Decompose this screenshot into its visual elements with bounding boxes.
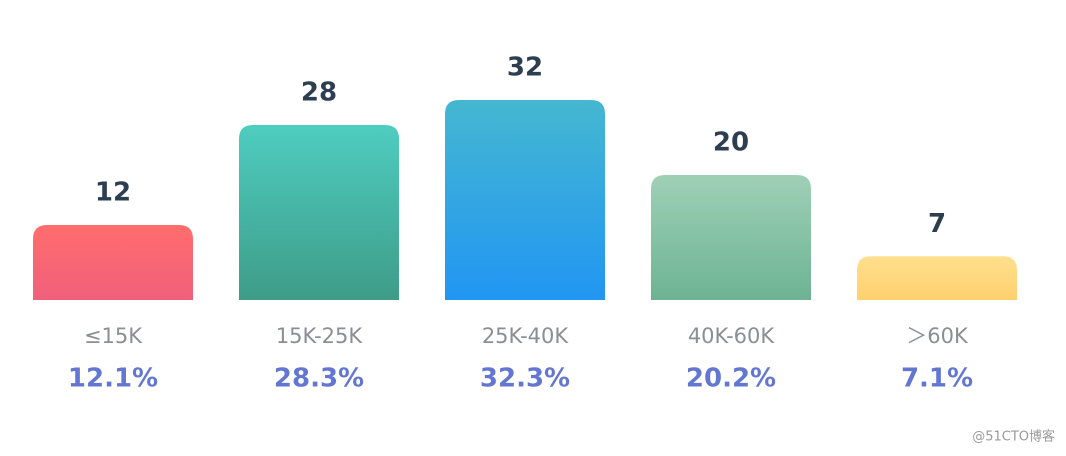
bar: [33, 225, 193, 300]
bar: [445, 100, 605, 300]
bar: [239, 125, 399, 300]
x-tick-label: ＞60K: [906, 324, 969, 348]
watermark: @51CTO博客: [972, 429, 1055, 445]
x-tick-label: ≤15K: [84, 324, 143, 348]
x-tick-label: 15K-25K: [276, 324, 364, 348]
x-tick-label: 25K-40K: [482, 324, 570, 348]
value-label: 7: [928, 209, 946, 239]
value-label: 32: [507, 53, 543, 83]
bar: [857, 256, 1017, 300]
value-label: 28: [301, 78, 337, 108]
value-label: 20: [713, 128, 749, 158]
x-tick-label: 40K-60K: [688, 324, 776, 348]
share-label: 28.3%: [274, 364, 364, 394]
share-label: 20.2%: [686, 364, 776, 394]
share-label: 7.1%: [901, 364, 973, 394]
value-label: 12: [95, 178, 131, 208]
bar: [651, 175, 811, 300]
share-label: 32.3%: [480, 364, 570, 394]
share-label: 12.1%: [68, 364, 158, 394]
